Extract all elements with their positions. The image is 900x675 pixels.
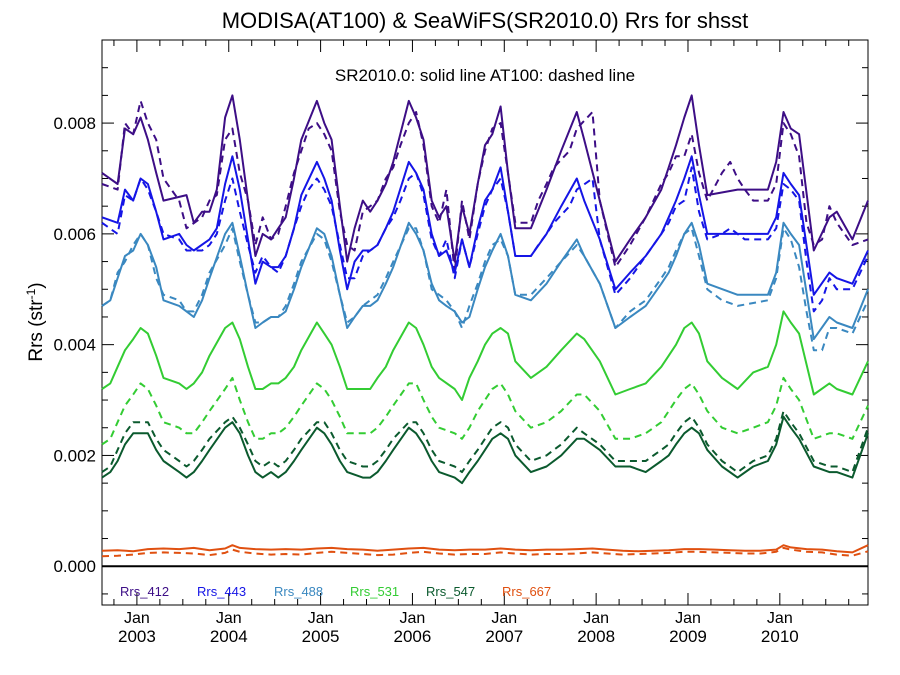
x-tick-year-label: 2003 [118,627,156,646]
legend-item-rrs-667: Rrs_667 [502,584,551,599]
x-tick-year-label: 2005 [302,627,340,646]
series-rrs-547-at100-dashed-line [101,410,869,474]
x-tick-month-label: Jan [124,610,150,627]
plot-frame [101,39,869,606]
axes: 0.0000.0020.0040.0060.008Jan2003Jan2004J… [53,40,868,646]
x-tick-month-label: Jan [216,610,242,627]
y-axis-label: Rrs (str-1) [24,282,47,361]
series-lines [101,94,869,558]
x-tick-year-label: 2006 [394,627,432,646]
series-rrs-412-sr2010-solid-line [101,94,869,263]
x-tick-year-label: 2004 [210,627,248,646]
series-rrs-667-sr2010-solid-line [101,544,869,554]
series-rrs-488-sr2010-solid-line [101,221,869,341]
series-rrs-488-at100-dashed-line [101,227,869,352]
legend: Rrs_412 Rrs_443 Rrs_488 Rrs_531 Rrs_547 Rrs_6… [120,584,551,599]
chart-title: MODISA(AT100) & SeaWiFS(SR2010.0) Rrs fo… [222,8,749,33]
x-tick-year-label: 2008 [577,627,615,646]
x-tick-month-label: Jan [767,610,793,627]
series-rrs-531-at100-dashed-line [101,376,869,446]
x-tick-month-label: Jan [491,610,517,627]
x-tick-month-label: Jan [675,610,701,627]
y-axis-label-close: ) [26,282,47,288]
series-rrs-443-at100-dashed-line [101,166,869,313]
legend-item-rrs-547: Rrs_547 [426,584,475,599]
legend-item-rrs-412: Rrs_412 [120,584,169,599]
legend-item-rrs-531: Rrs_531 [350,584,399,599]
y-tick-label: 0.008 [53,114,96,133]
x-tick-month-label: Jan [400,610,426,627]
x-tick-month-label: Jan [308,610,334,627]
x-tick-year-label: 2009 [669,627,707,646]
y-tick-label: 0.006 [53,225,96,244]
y-axis-label-superscript: -1 [24,288,38,299]
x-tick-year-label: 2010 [761,627,799,646]
series-rrs-667-at100-dashed-line [101,546,869,558]
y-tick-label: 0.004 [53,336,96,355]
x-tick-month-label: Jan [583,610,609,627]
legend-item-rrs-443: Rrs_443 [197,584,246,599]
y-tick-label: 0.000 [53,557,96,576]
y-tick-label: 0.002 [53,446,96,465]
x-tick-year-label: 2007 [485,627,523,646]
series-rrs-443-sr2010-solid-line [101,155,869,296]
y-axis-label-main: Rrs (str [26,299,47,362]
legend-item-rrs-488: Rrs_488 [274,584,323,599]
chart-annotation: SR2010.0: solid line AT100: dashed line [335,66,635,85]
series-rrs-531-sr2010-solid-line [101,310,869,401]
series-rrs-547-sr2010-solid-line [101,415,869,485]
